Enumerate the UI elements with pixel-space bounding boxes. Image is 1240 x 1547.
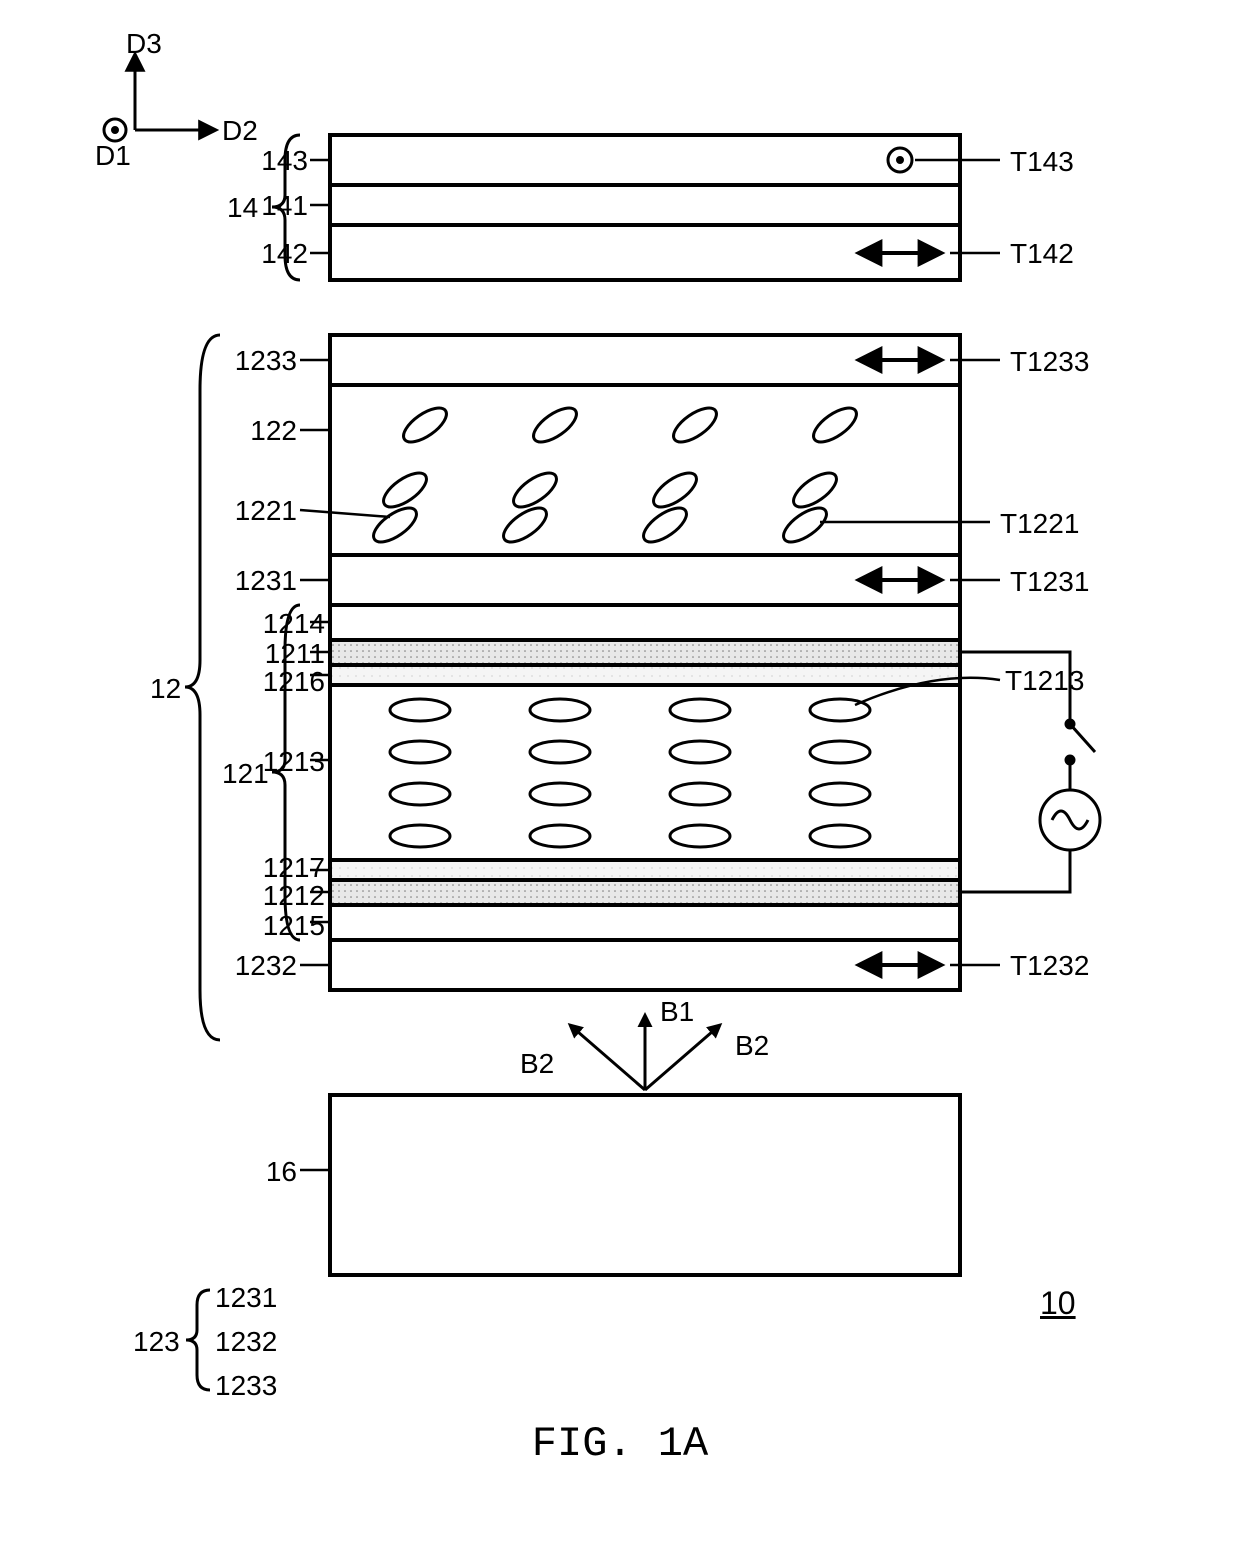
layer-1215 xyxy=(330,905,960,940)
label-b1: B1 xyxy=(660,996,694,1028)
label-t1231: T1231 xyxy=(1010,566,1089,598)
brace-12 xyxy=(185,335,220,1040)
layer-1212 xyxy=(330,880,960,905)
layer-1217 xyxy=(330,860,960,880)
label-1216: 1216 xyxy=(263,666,325,698)
label-1231: 1231 xyxy=(235,565,297,597)
label-b2b: B2 xyxy=(735,1030,769,1062)
label-1233: 1233 xyxy=(235,345,297,377)
label-g121: 121 xyxy=(222,758,269,790)
axis-d3-label: D3 xyxy=(126,28,162,60)
label-g1231: 1231 xyxy=(215,1282,277,1314)
label-t1213: T1213 xyxy=(1005,665,1084,697)
layer-1216 xyxy=(330,665,960,685)
label-16: 16 xyxy=(266,1156,297,1188)
figure-number: 10 xyxy=(1040,1285,1076,1322)
layer-1213 xyxy=(330,685,960,860)
label-t1232: T1232 xyxy=(1010,950,1089,982)
figure-title: FIG. 1A xyxy=(532,1420,708,1468)
label-1214: 1214 xyxy=(263,608,325,640)
label-1212: 1212 xyxy=(263,880,325,912)
label-t1221: T1221 xyxy=(1000,508,1079,540)
light-arrows xyxy=(570,1015,720,1090)
label-1221: 1221 xyxy=(235,495,297,527)
label-g1232: 1232 xyxy=(215,1326,277,1358)
coord-axes xyxy=(104,55,215,141)
layer-1211 xyxy=(330,640,960,665)
label-t143: T143 xyxy=(1010,146,1074,178)
brace-123 xyxy=(186,1290,210,1390)
label-142: 142 xyxy=(261,238,308,270)
label-1213: 1213 xyxy=(263,746,325,778)
label-1232: 1232 xyxy=(235,950,297,982)
label-141: 141 xyxy=(261,190,308,222)
backlight-16 xyxy=(330,1095,960,1275)
label-g1233: 1233 xyxy=(215,1370,277,1402)
label-g14: 14 xyxy=(227,192,258,224)
axis-d1-label: D1 xyxy=(95,140,131,172)
label-122: 122 xyxy=(250,415,297,447)
layer-1214 xyxy=(330,605,960,640)
label-143: 143 xyxy=(261,145,308,177)
figure-page: D3 D2 D1 14 143 141 142 12 1233 122 1221… xyxy=(0,0,1240,1547)
label-t142: T142 xyxy=(1010,238,1074,270)
axis-d2-label: D2 xyxy=(222,115,258,147)
label-g123: 123 xyxy=(133,1326,180,1358)
label-b2a: B2 xyxy=(520,1048,554,1080)
label-1215: 1215 xyxy=(263,910,325,942)
stack-14 xyxy=(330,135,960,280)
label-t1233: T1233 xyxy=(1010,346,1089,378)
label-g12: 12 xyxy=(150,673,181,705)
